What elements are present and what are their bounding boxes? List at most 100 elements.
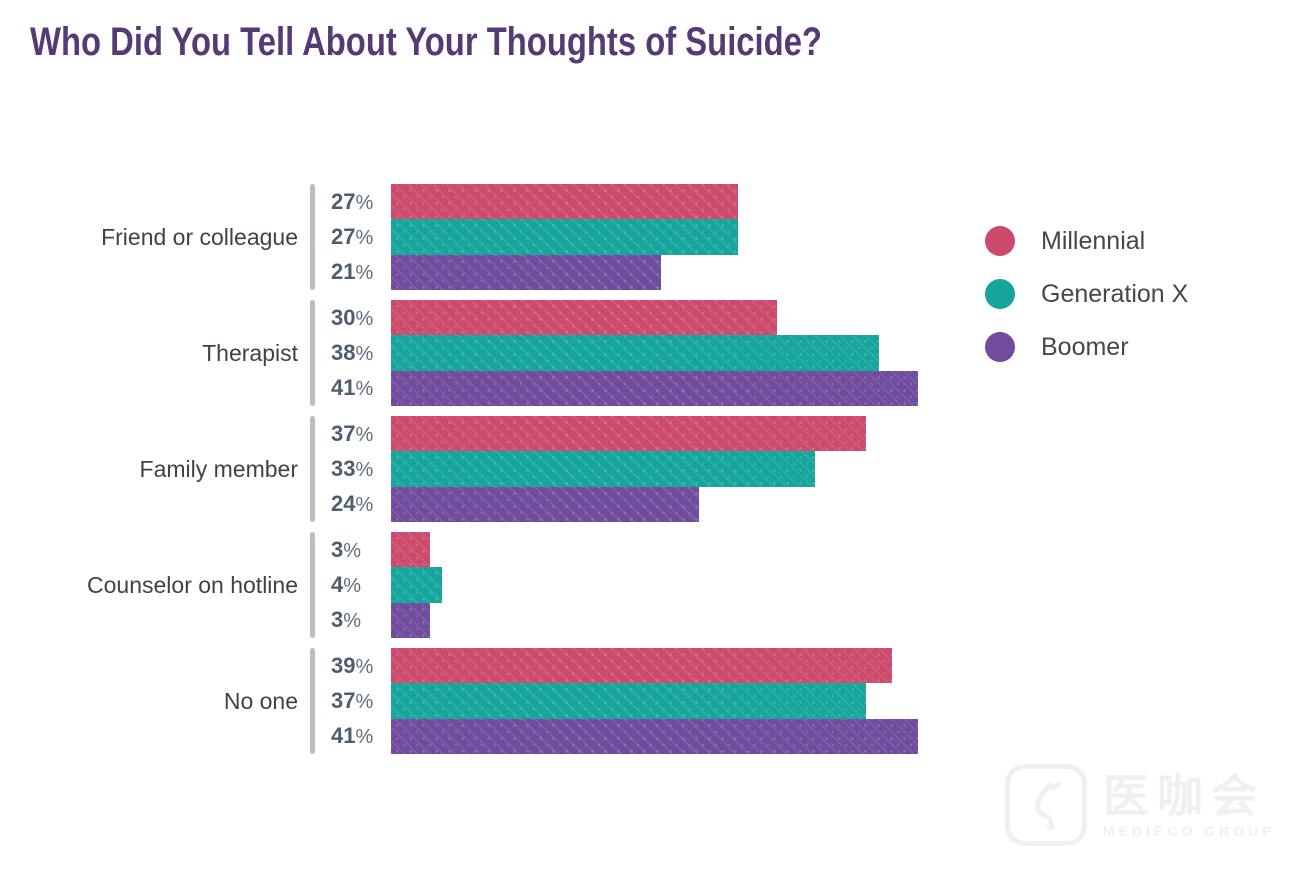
legend-label: Millennial bbox=[1041, 226, 1146, 255]
legend-dot-icon bbox=[985, 332, 1015, 362]
bar-row: 30% bbox=[315, 300, 918, 336]
bar-row: 37% bbox=[315, 416, 867, 452]
bar-value: 3 bbox=[331, 607, 344, 633]
bar-value: 41 bbox=[331, 723, 356, 749]
bar bbox=[391, 683, 867, 719]
bar-value: 37 bbox=[331, 420, 356, 446]
bar-row: 41% bbox=[315, 718, 918, 754]
bar-value-suffix: % bbox=[355, 423, 374, 446]
bar-row: 37% bbox=[315, 683, 918, 719]
bar-row: 3% bbox=[315, 602, 442, 638]
bar bbox=[391, 335, 880, 371]
category-group: Family member 37% 33% 24% bbox=[40, 416, 918, 522]
watermark-sub-text: MEDIECO GROUP bbox=[1103, 823, 1276, 840]
bar bbox=[391, 416, 867, 452]
bar bbox=[391, 567, 443, 603]
value-label: 39% bbox=[315, 653, 391, 679]
bar bbox=[391, 219, 738, 255]
bar-rows: 3% 4% 3% bbox=[315, 532, 443, 638]
category-label: Therapist bbox=[202, 339, 298, 366]
bar-value: 21 bbox=[331, 259, 356, 285]
bar-value-suffix: % bbox=[355, 307, 374, 330]
bar-row: 3% bbox=[315, 532, 442, 568]
bar-value: 41 bbox=[331, 375, 356, 401]
bar-value: 27 bbox=[331, 223, 356, 249]
legend: Millennial Generation X Boomer bbox=[985, 226, 1188, 362]
watermark: 医咖会 MEDIECO GROUP bbox=[1005, 764, 1276, 846]
axis-tick-bar bbox=[310, 184, 315, 290]
legend-item: Boomer bbox=[985, 332, 1188, 362]
bar-row: 33% bbox=[315, 451, 866, 487]
chart-groups: Friend or colleague 27% 27% 21% Therapis… bbox=[40, 184, 918, 754]
category-group: Friend or colleague 27% 27% 21% bbox=[40, 184, 918, 290]
bar-chart: Friend or colleague 27% 27% 21% Therapis… bbox=[40, 184, 918, 764]
value-label: 24% bbox=[315, 491, 391, 517]
value-label: 4% bbox=[315, 572, 391, 598]
bar-value-suffix: % bbox=[355, 458, 374, 481]
value-label: 37% bbox=[315, 421, 391, 447]
value-label: 21% bbox=[315, 259, 391, 285]
value-label: 3% bbox=[315, 607, 391, 633]
page-title: Who Did You Tell About Your Thoughts of … bbox=[30, 20, 822, 64]
bar-row: 41% bbox=[315, 370, 918, 406]
bar-rows: 39% 37% 41% bbox=[315, 648, 918, 754]
legend-item: Millennial bbox=[985, 226, 1188, 256]
category-label: Family member bbox=[139, 455, 298, 482]
bar-value-suffix: % bbox=[355, 262, 374, 285]
bar-value: 3 bbox=[331, 536, 344, 562]
bar-value-suffix: % bbox=[355, 226, 374, 249]
category-group: Therapist 30% 38% 41% bbox=[40, 300, 918, 406]
bar-value-suffix: % bbox=[355, 342, 374, 365]
value-label: 27% bbox=[315, 189, 391, 215]
legend-label: Boomer bbox=[1041, 332, 1129, 361]
watermark-text-column: 医咖会 MEDIECO GROUP bbox=[1103, 771, 1276, 840]
bar-value-suffix: % bbox=[355, 378, 374, 401]
bar-value-suffix: % bbox=[343, 539, 362, 562]
stethoscope-logo-icon bbox=[1005, 764, 1087, 846]
bar-row: 4% bbox=[315, 567, 443, 603]
axis-tick-bar bbox=[310, 300, 315, 406]
bar-value: 4 bbox=[331, 571, 344, 597]
legend-dot-icon bbox=[985, 279, 1015, 309]
bar bbox=[391, 648, 893, 684]
value-label: 30% bbox=[315, 305, 391, 331]
value-label: 41% bbox=[315, 723, 391, 749]
bar bbox=[391, 602, 430, 638]
bar-value-suffix: % bbox=[343, 574, 362, 597]
category-label: No one bbox=[223, 687, 298, 714]
bar-value: 39 bbox=[331, 652, 356, 678]
axis-tick-bar bbox=[310, 532, 315, 638]
bar-rows: 37% 33% 24% bbox=[315, 416, 867, 522]
value-label: 33% bbox=[315, 456, 391, 482]
bar-value: 24 bbox=[331, 491, 356, 517]
category-label: Counselor on hotline bbox=[87, 571, 298, 598]
bar-rows: 27% 27% 21% bbox=[315, 184, 738, 290]
bar-value-suffix: % bbox=[355, 726, 374, 749]
bar bbox=[391, 451, 816, 487]
category-group: No one 39% 37% 41% bbox=[40, 648, 918, 754]
legend-dot-icon bbox=[985, 226, 1015, 256]
bar-value-suffix: % bbox=[355, 655, 374, 678]
category-group: Counselor on hotline 3% 4% 3% bbox=[40, 532, 918, 638]
bar-value: 37 bbox=[331, 687, 356, 713]
bar bbox=[391, 718, 918, 754]
bar-row: 27% bbox=[315, 219, 738, 255]
bar bbox=[391, 184, 738, 220]
bar bbox=[391, 254, 661, 290]
bar-row: 39% bbox=[315, 648, 918, 684]
axis-tick-bar bbox=[310, 648, 315, 754]
value-label: 37% bbox=[315, 688, 391, 714]
bar-value-suffix: % bbox=[355, 191, 374, 214]
value-label: 27% bbox=[315, 224, 391, 250]
legend-label: Generation X bbox=[1041, 279, 1189, 308]
bar-value: 30 bbox=[331, 304, 356, 330]
watermark-brand-text: 医咖会 bbox=[1103, 769, 1265, 822]
bar-row: 38% bbox=[315, 335, 918, 371]
axis-tick-bar bbox=[310, 416, 315, 522]
bar bbox=[391, 486, 700, 522]
bar-value: 38 bbox=[331, 339, 356, 365]
bar-value: 33 bbox=[331, 455, 356, 481]
value-label: 38% bbox=[315, 340, 391, 366]
bar bbox=[391, 532, 430, 568]
legend-item: Generation X bbox=[985, 279, 1188, 309]
